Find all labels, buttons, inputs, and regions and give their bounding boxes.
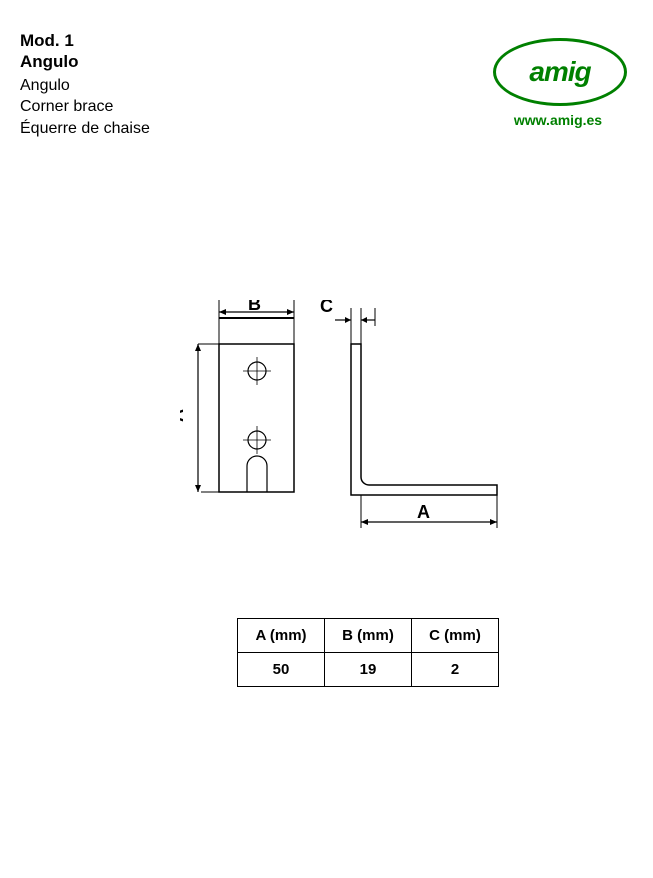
logo-text: amig	[529, 56, 590, 88]
name-en: Corner brace	[20, 96, 150, 118]
name-es: Angulo	[20, 75, 150, 97]
logo-url: www.amig.es	[493, 112, 623, 128]
dimension-table-wrap: A (mm) B (mm) C (mm) 50 19 2	[237, 618, 499, 687]
svg-text:C: C	[320, 300, 333, 316]
technical-drawing: B A C A	[180, 300, 510, 560]
svg-text:A: A	[180, 409, 187, 422]
col-c: C (mm)	[412, 619, 499, 653]
drawing-svg: B A C A	[180, 300, 510, 560]
svg-text:A: A	[417, 502, 430, 522]
cell-c: 2	[412, 653, 499, 687]
col-b: B (mm)	[325, 619, 412, 653]
table-header-row: A (mm) B (mm) C (mm)	[238, 619, 499, 653]
cell-b: 19	[325, 653, 412, 687]
table-row: 50 19 2	[238, 653, 499, 687]
model-line: Mod. 1	[20, 30, 150, 51]
cell-a: 50	[238, 653, 325, 687]
dimension-table: A (mm) B (mm) C (mm) 50 19 2	[237, 618, 499, 687]
logo-ellipse: amig	[493, 38, 627, 106]
header-block: Mod. 1 Angulo Angulo Corner brace Équerr…	[20, 30, 150, 139]
svg-text:B: B	[248, 300, 261, 314]
product-names: Angulo Corner brace Équerre de chaise	[20, 75, 150, 140]
logo-block: amig www.amig.es	[493, 38, 623, 128]
name-fr: Équerre de chaise	[20, 118, 150, 140]
title-bold: Angulo	[20, 51, 150, 72]
col-a: A (mm)	[238, 619, 325, 653]
